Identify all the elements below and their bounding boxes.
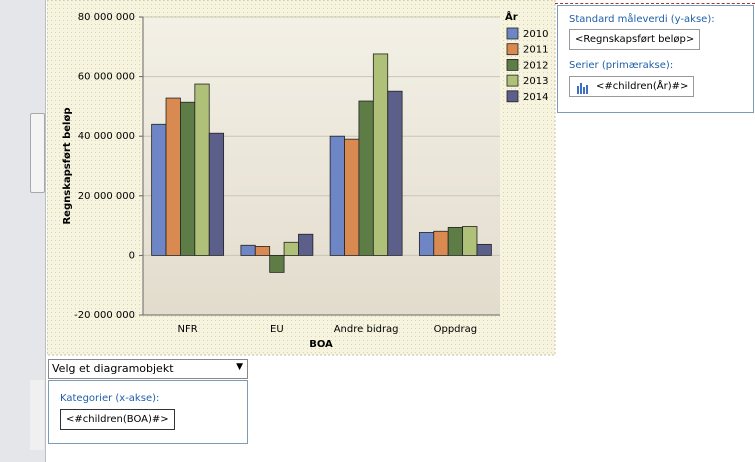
nav-strip	[30, 380, 44, 450]
chart-icon	[577, 83, 588, 94]
bar	[269, 254, 285, 273]
y-tick-label: 60 000 000	[78, 72, 135, 83]
bar	[208, 132, 225, 256]
x-field[interactable]: <#children(BOA)#>	[60, 409, 175, 430]
bar	[180, 101, 196, 256]
x-tick-label: NFR	[178, 324, 198, 335]
bar	[298, 233, 314, 256]
legend-label: 2012	[523, 60, 548, 71]
y-axis-title: Regnskapsført beløp	[62, 107, 73, 224]
bar	[418, 232, 435, 256]
x-tick-label: EU	[270, 324, 284, 335]
dropdown[interactable]: Velg et diagramobjekt ▼	[48, 359, 248, 379]
legend-swatch	[506, 90, 519, 103]
legend-label: 2011	[523, 45, 548, 56]
legend-swatch	[506, 59, 519, 71]
bar	[358, 100, 374, 256]
legend-swatch	[506, 27, 519, 40]
panel-title: Kategorier (x-akse):	[60, 393, 160, 404]
properties-panel: Standard måleverdi (y-akse): <Regnskapsf…	[557, 5, 754, 113]
legend-title: År	[505, 10, 518, 23]
series-field[interactable]: <#children(År)#>	[569, 76, 695, 97]
top-dashed-line	[555, 3, 755, 4]
category-panel: Kategorier (x-akse): <#children(BOA)#>	[48, 380, 248, 444]
left-strip	[0, 0, 46, 462]
panel-title: Serier (primærakse):	[569, 60, 674, 71]
bar	[283, 241, 299, 256]
y-tick-label: -20 000 000	[74, 310, 135, 321]
y-tick-label: 0	[129, 250, 135, 261]
bar	[462, 226, 478, 256]
y-tick-label: 20 000 000	[78, 191, 135, 202]
bar	[372, 53, 389, 256]
x-tick-label: Oppdrag	[434, 324, 478, 335]
bar	[344, 138, 360, 256]
x-tick-label: Andre bidrag	[334, 324, 399, 335]
bar	[387, 90, 403, 256]
legend-swatch	[506, 43, 519, 56]
bar	[151, 123, 167, 256]
bar	[329, 135, 345, 256]
y-tick-label: 40 000 000	[78, 131, 135, 142]
legend-label: 2013	[523, 76, 548, 87]
y-field[interactable]: <Regnskapsført beløp>	[569, 29, 701, 50]
bar	[194, 83, 210, 256]
y-tick-label: 80 000 000	[78, 12, 135, 23]
legend-swatch	[506, 74, 519, 87]
series-field-text: <#children(År)#>	[596, 81, 689, 92]
bar	[476, 243, 492, 256]
dropdown-text: Velg et diagramobjekt	[52, 362, 174, 375]
chart: Regnskapsført beløp BOA År -20 000 000 0 2…	[47, 0, 556, 356]
dropdown-arrow: ▼	[236, 362, 243, 372]
legend-label: 2014	[523, 92, 548, 103]
scroll-thumb[interactable]	[30, 113, 45, 193]
bar	[165, 97, 181, 256]
bar	[240, 244, 256, 256]
panel-title: Standard måleverdi (y-akse):	[569, 14, 715, 25]
bar	[254, 246, 271, 256]
legend-label: 2010	[523, 29, 548, 40]
bar	[433, 230, 449, 256]
x-axis-title: BOA	[309, 339, 333, 350]
bar	[447, 226, 463, 256]
